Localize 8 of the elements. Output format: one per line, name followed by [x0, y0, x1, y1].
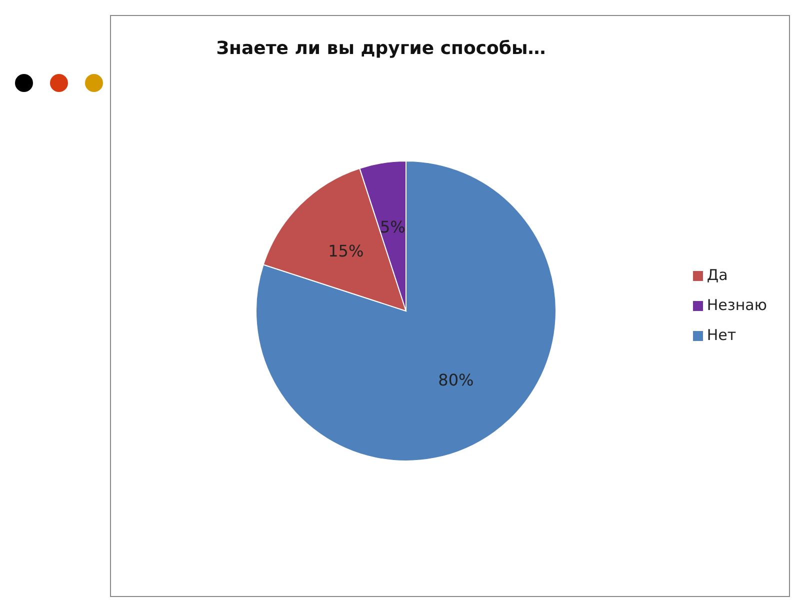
data-label: 80% — [438, 370, 474, 390]
legend-label: Да — [706, 266, 728, 284]
legend-label: Незнаю — [706, 296, 767, 314]
pie-slice — [256, 160, 556, 462]
data-label: 5% — [380, 218, 406, 237]
legend-label: Нет — [706, 326, 736, 344]
data-label: 15% — [328, 241, 364, 260]
chart-title: Знаете ли вы другие способы… — [215, 38, 547, 59]
